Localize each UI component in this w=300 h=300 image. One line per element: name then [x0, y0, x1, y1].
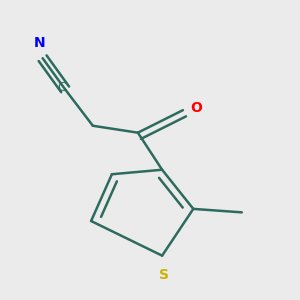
Text: O: O [190, 101, 202, 116]
Text: S: S [159, 268, 169, 282]
Text: C: C [57, 81, 66, 94]
Text: N: N [33, 36, 45, 50]
